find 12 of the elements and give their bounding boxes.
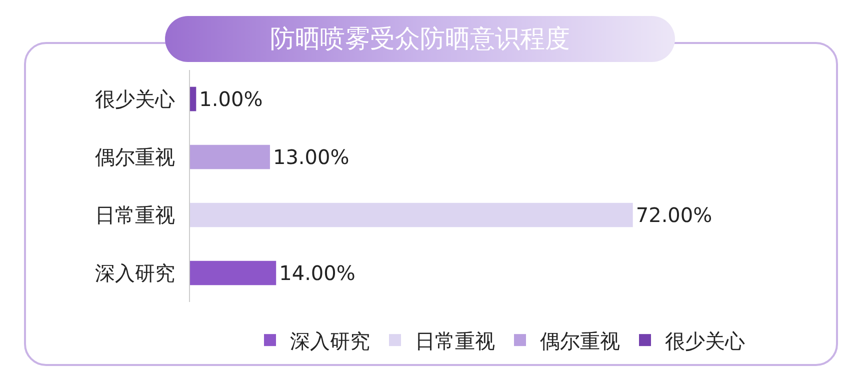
data-label: 14.00% (279, 261, 356, 285)
data-label: 72.00% (636, 203, 712, 227)
y-tick-label: 日常重视 (95, 203, 175, 227)
legend-label: 日常重视 (415, 328, 495, 353)
data-label: 13.00% (272, 145, 350, 169)
legend-label: 很少关心 (665, 328, 745, 353)
y-tick-label: 偶尔重视 (95, 145, 175, 169)
data-label: 1.00% (199, 87, 263, 111)
y-tick-label: 很少关心 (95, 87, 175, 111)
legend-label: 深入研究 (290, 328, 370, 353)
y-tick-label: 深入研究 (95, 261, 175, 285)
legend-label: 偶尔重视 (540, 328, 620, 353)
